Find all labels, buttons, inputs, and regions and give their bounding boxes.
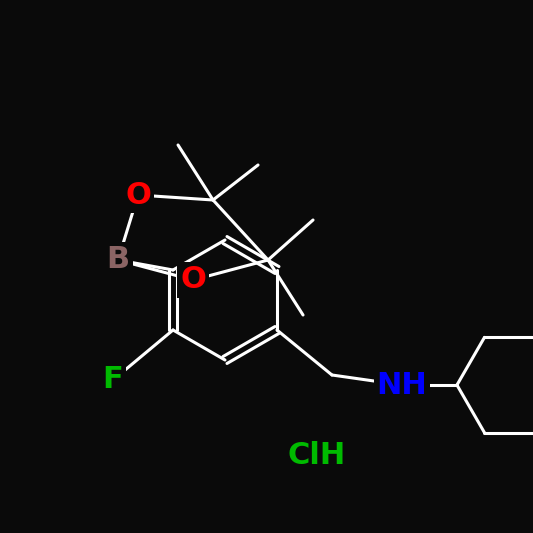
Text: O: O bbox=[180, 265, 206, 295]
Text: B: B bbox=[107, 246, 130, 274]
Text: F: F bbox=[103, 366, 124, 394]
Text: ClH: ClH bbox=[288, 440, 346, 470]
Text: NH: NH bbox=[377, 370, 427, 400]
Text: O: O bbox=[125, 181, 151, 209]
